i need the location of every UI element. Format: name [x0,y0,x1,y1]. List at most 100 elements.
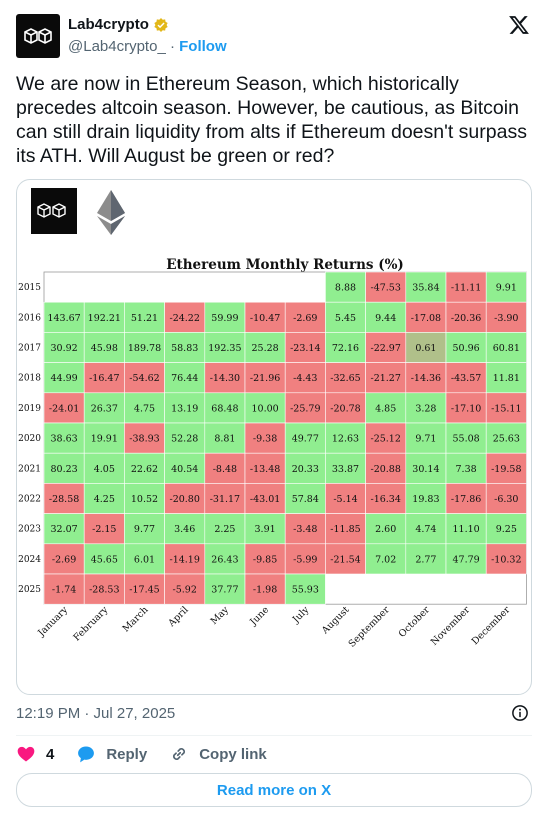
cell-value-label: 25.63 [493,434,520,445]
author-handle-line: @Lab4crypto_ · Follow [68,38,227,55]
heatmap-cell [405,301,447,333]
cell-value-label: -3.90 [494,313,518,324]
cell-value-label: 13.19 [171,403,198,414]
read-more-button[interactable]: Read more on X [16,773,532,807]
heatmap-cell [83,513,125,545]
monthly-returns-heatmap: Ethereum Monthly Returns (%) 8.88 -47.53 3… [18,188,527,650]
cell-value-label: -28.53 [89,585,119,596]
heatmap-cell [204,513,246,545]
cell-value-label: 55.93 [292,585,319,596]
heatmap-cell [83,573,125,605]
divider [16,735,532,736]
cell-value-label: 72.16 [332,343,359,354]
cell-value-label: -47.53 [370,283,400,294]
author-name-line: Lab4crypto [68,16,169,33]
heatmap-cell [365,452,407,484]
cell-value-label: 32.07 [50,524,77,535]
heatmap-cell [365,332,407,363]
copy-link-button[interactable]: Copy link [169,744,267,764]
avatar[interactable] [16,14,60,58]
heatmap-cell [365,422,407,454]
cell-value-label: 9.71 [415,434,436,445]
cell-value-label: -31.17 [210,494,240,505]
cell-value-label: -9.85 [253,554,277,565]
column-month-label: September [347,604,393,650]
column-month-label: October [397,604,433,640]
author-name[interactable]: Lab4crypto [68,16,149,33]
cell-value-label: -11.11 [451,283,481,294]
row-year-label: 2024 [18,555,41,565]
cell-value-label: 10.52 [131,494,158,505]
cell-value-label: 25.28 [251,343,278,354]
cell-value-label: 22.62 [131,464,158,475]
heatmap-cell [325,362,366,394]
reply-button[interactable]: Reply [76,744,147,764]
cell-value-label: 2.25 [214,524,235,535]
heatmap-cell [124,452,165,484]
cell-value-label: -6.30 [494,494,518,505]
heatmap-cell [405,332,447,363]
heatmap-cell [164,392,206,424]
cell-value-label: 9.44 [375,313,396,324]
cell-value-label: 2.77 [415,554,436,565]
cell-value-label: -13.48 [250,464,280,475]
cell-value-label: -3.48 [293,524,317,535]
cell-value-label: 49.77 [292,434,319,445]
cell-value-label: 44.99 [50,373,77,384]
cell-value-label: -5.99 [293,554,317,565]
heatmap-cell [445,513,487,545]
heatmap-cell [244,332,286,363]
cell-value-label: 8.88 [335,283,356,294]
cell-value-label: 60.81 [493,343,520,354]
cell-value-label: 9.91 [496,283,517,294]
row-year-label: 2025 [18,585,41,595]
cell-value-label: 3.46 [174,524,195,535]
cell-value-label: -10.32 [491,554,521,565]
info-icon[interactable] [511,704,529,722]
cell-value-label: 8.81 [214,434,235,445]
author-handle[interactable]: @Lab4crypto_ [68,38,166,55]
cell-value-label: 52.28 [171,434,198,445]
cell-value-label: 2.60 [375,524,396,535]
cell-value-label: -16.47 [89,373,119,384]
heatmap-cell [164,543,206,575]
cell-value-label: 33.87 [332,464,359,475]
cell-value-label: -9.38 [253,434,277,445]
cell-value-label: 55.08 [452,434,479,445]
heatmap-cell [164,362,206,394]
cell-value-label: -5.14 [333,494,357,505]
cell-value-label: -23.14 [290,343,320,354]
row-year-label: 2023 [18,525,41,535]
follow-button[interactable]: Follow [179,38,227,55]
heatmap-cell [485,332,527,363]
heatmap-cell [485,422,527,454]
heatmap-cell [284,513,326,545]
cell-value-label: -20.80 [169,494,199,505]
heatmap-cell [445,392,487,424]
cell-value-label: 30.14 [412,464,439,475]
cell-value-label: -21.96 [250,373,280,384]
x-logo-icon[interactable] [508,14,530,36]
heatmap-cell [325,332,366,363]
heatmap-cell [124,332,165,363]
heatmap-cell [204,452,246,484]
heatmap-cell [43,301,85,333]
heatmap-cell [164,513,206,545]
tweet-timestamp[interactable]: 12:19 PM · Jul 27, 2025 [16,705,176,722]
column-month-label: May [209,604,232,627]
heart-icon [17,746,35,762]
tweet-actions: 4 Reply Copy link [16,743,289,765]
cell-value-label: -21.54 [330,554,360,565]
cell-value-label: 47.79 [452,554,479,565]
heatmap-cell [204,392,246,424]
cell-value-label: 30.92 [50,343,77,354]
tweet-media[interactable]: Ethereum Monthly Returns (%) 8.88 -47.53 3… [16,179,532,695]
cell-value-label: 7.38 [456,464,477,475]
heatmap-cell [284,573,326,605]
cell-value-label: 4.25 [94,494,115,505]
heatmap-cell [485,392,527,424]
heatmap-cell [204,301,246,333]
row-year-label: 2018 [18,374,41,384]
like-button[interactable]: 4 [16,744,54,764]
cell-value-label: -24.22 [169,313,199,324]
